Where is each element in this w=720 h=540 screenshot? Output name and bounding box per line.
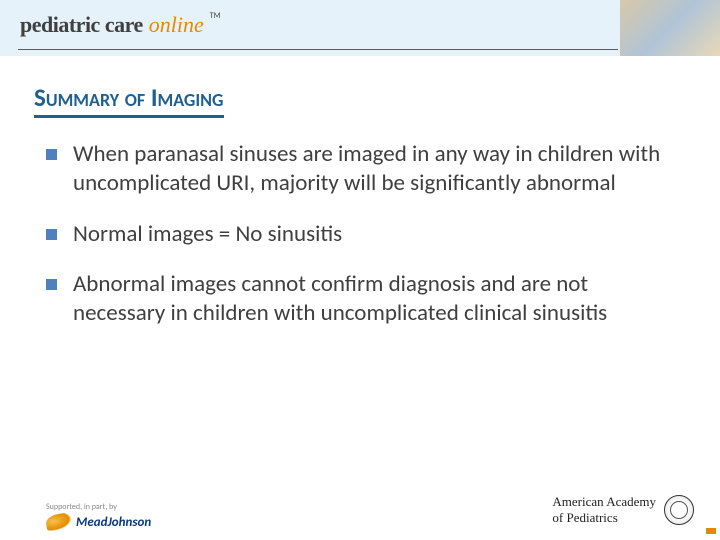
sponsor-name: MeadJohnson xyxy=(76,515,151,530)
bullet-text: Abnormal images cannot confirm diagnosis… xyxy=(73,270,680,328)
trademark-symbol: TM xyxy=(210,11,221,21)
content-area: When paranasal sinuses are imaged in any… xyxy=(46,140,680,350)
aap-block: American Academy of Pediatrics xyxy=(552,494,694,526)
aap-text: American Academy of Pediatrics xyxy=(552,494,656,526)
sponsor-block: Supported, in part, by MeadJohnson xyxy=(46,502,151,530)
sponsor-logo: MeadJohnson xyxy=(46,514,151,530)
bullet-text: Normal images = No sinusitis xyxy=(73,220,342,249)
header-bar: pediatric care online TM xyxy=(0,0,720,56)
brand-logo: pediatric care online TM xyxy=(20,12,220,38)
bullet-text: When paranasal sinuses are imaged in any… xyxy=(73,140,680,198)
sponsor-label: Supported, in part, by xyxy=(46,502,117,512)
slide-title: Summary of Imaging xyxy=(34,82,224,118)
bullet-marker-icon xyxy=(46,229,57,240)
logo-text-primary: pediatric care xyxy=(20,12,143,38)
sponsor-swoosh-icon xyxy=(45,512,73,532)
bullet-item: Normal images = No sinusitis xyxy=(46,220,680,249)
corner-accent-icon xyxy=(706,528,716,534)
header-photo-placeholder xyxy=(620,0,720,56)
bullet-marker-icon xyxy=(46,279,57,290)
header-underline xyxy=(18,49,618,50)
bullet-item: Abnormal images cannot confirm diagnosis… xyxy=(46,270,680,328)
footer: Supported, in part, by MeadJohnson Ameri… xyxy=(0,484,720,534)
aap-line1: American Academy xyxy=(552,494,656,510)
aap-line2: of Pediatrics xyxy=(552,510,656,526)
aap-seal-icon xyxy=(664,495,694,525)
bullet-item: When paranasal sinuses are imaged in any… xyxy=(46,140,680,198)
bullet-marker-icon xyxy=(46,149,57,160)
logo-text-secondary: online xyxy=(149,12,204,38)
